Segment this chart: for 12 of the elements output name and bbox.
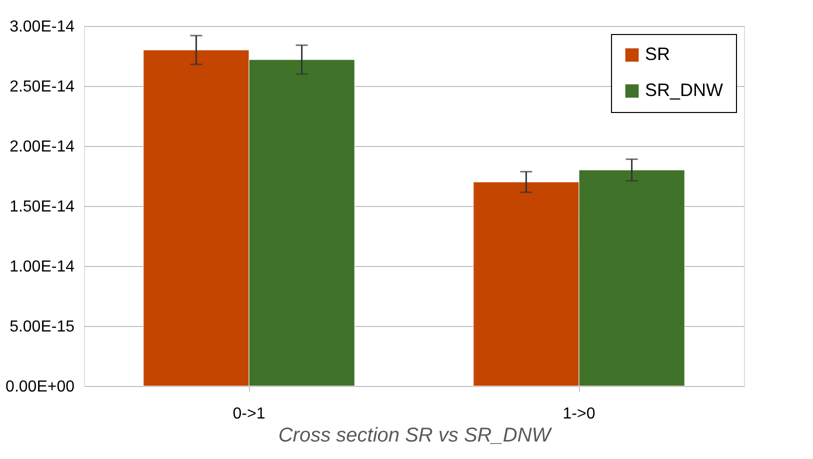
x-tick-label: 1->0: [562, 406, 596, 422]
y-tick-label: 2.50E-14: [10, 78, 75, 96]
x-tick-label: 0->1: [232, 406, 266, 422]
legend-label: SR: [645, 44, 670, 64]
y-tick-label: 2.00E-14: [10, 138, 75, 156]
y-tick-label: 3.00E-14: [10, 18, 75, 36]
x-axis-title: Cross section SR vs SR_DNW: [278, 424, 553, 446]
y-tick-label: 1.50E-14: [10, 198, 75, 216]
y-tick-label: 5.00E-15: [10, 318, 75, 336]
y-tick-label: 1.00E-14: [10, 258, 75, 276]
y-tick-label: 0.00E+00: [6, 378, 75, 396]
legend-label: SR_DNW: [645, 80, 724, 100]
